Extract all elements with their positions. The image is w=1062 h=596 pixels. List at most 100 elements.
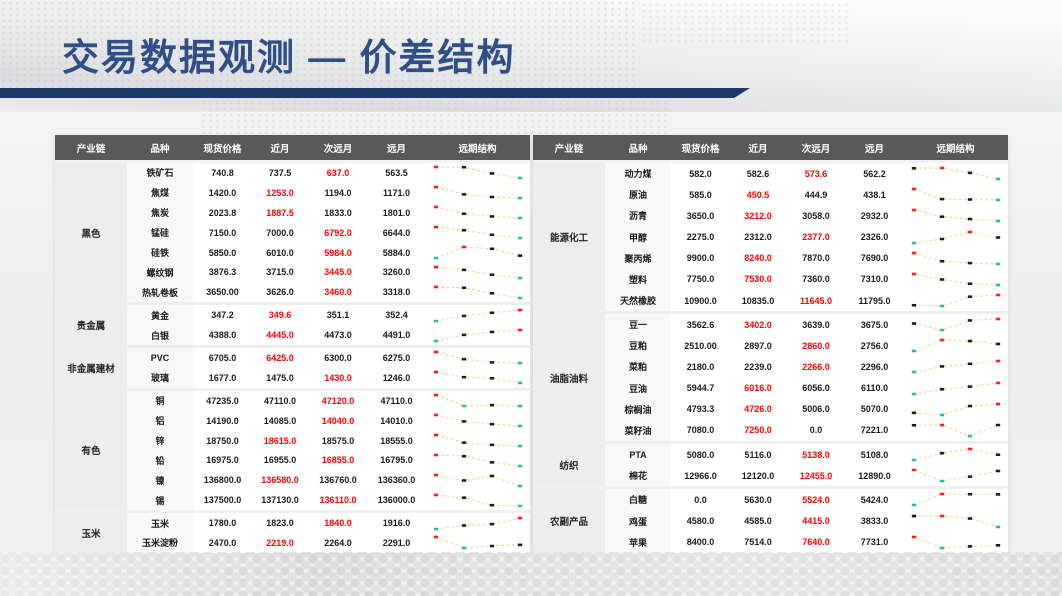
variety-label: 铝	[127, 410, 193, 431]
price-value: 0.0	[786, 419, 846, 442]
forward-curve-sparkline	[433, 186, 522, 200]
variety-label: 豆粕	[605, 335, 671, 357]
dot-map-pattern	[640, 2, 850, 44]
table-body: 能源化工 动力煤 582.0 582.6 573.6 562.2 原油 585.0 450.5 4…	[533, 160, 1008, 553]
variety-label: 玉米淀粉	[127, 533, 193, 553]
price-value: 5080.0	[671, 444, 730, 466]
price-value: 1171.0	[368, 182, 425, 203]
price-value: 3675.0	[846, 314, 903, 336]
price-value: 12455.0	[786, 465, 846, 487]
price-value: 2266.0	[786, 356, 846, 378]
hexagon-pattern-fade	[0, 552, 1062, 596]
price-value: 7150.0	[193, 222, 252, 243]
forward-structure-cell	[425, 305, 530, 326]
price-value: 3260.0	[368, 262, 425, 283]
price-value: 3058.0	[786, 205, 846, 227]
variety-label: 白银	[127, 325, 193, 346]
forward-curve-sparkline	[433, 433, 522, 448]
price-value: 4793.3	[671, 398, 730, 420]
forward-curve-sparkline	[433, 493, 522, 507]
forward-curve-sparkline	[433, 265, 522, 280]
price-value: 14085.0	[252, 410, 308, 431]
price-value: 6016.0	[730, 377, 786, 399]
forward-structure-cell	[425, 222, 530, 243]
price-value: 5424.0	[846, 489, 903, 511]
price-value: 1780.0	[193, 513, 252, 534]
variety-label: 硅铁	[127, 242, 193, 263]
price-value: 2932.0	[846, 205, 903, 227]
price-value: 5138.0	[786, 444, 846, 466]
forward-curve-sparkline	[433, 245, 522, 260]
variety-label: 沥青	[605, 205, 671, 227]
price-value: 573.6	[786, 163, 846, 185]
price-value: 12966.0	[671, 465, 730, 487]
price-value: 737.5	[252, 163, 308, 183]
price-value: 1840.0	[308, 513, 368, 534]
price-value: 1430.0	[308, 367, 368, 388]
price-value: 5006.0	[786, 398, 846, 420]
forward-curve-sparkline	[911, 514, 1000, 528]
price-value: 16855.0	[308, 450, 368, 471]
forward-curve-sparkline	[911, 535, 1000, 550]
price-value: 47110.0	[252, 390, 308, 411]
price-value: 10835.0	[730, 289, 786, 312]
price-value: 563.5	[368, 163, 425, 183]
price-value: 5070.0	[846, 398, 903, 420]
forward-curve-sparkline	[433, 225, 522, 240]
forward-structure-cell	[425, 470, 530, 491]
price-value: 3626.0	[252, 282, 308, 303]
price-value: 5630.0	[730, 489, 786, 511]
variety-label: 天然橡胶	[605, 289, 671, 312]
forward-structure-cell	[903, 184, 1008, 206]
forward-structure-cell	[425, 410, 530, 431]
price-value: 2239.0	[730, 356, 786, 378]
chain-group: 能源化工 动力煤 582.0 582.6 573.6 562.2 原油 585.0 450.5 4…	[533, 163, 1008, 312]
price-value: 12120.0	[730, 465, 786, 487]
forward-structure-cell	[425, 202, 530, 223]
price-value: 16955.0	[252, 450, 308, 471]
price-value: 47110.0	[368, 390, 425, 411]
price-value: 3650.00	[193, 282, 252, 303]
price-value: 4388.0	[193, 325, 252, 346]
price-value: 5850.0	[193, 242, 252, 263]
price-value: 3833.0	[846, 510, 903, 532]
chain-label: 有色	[55, 390, 127, 511]
price-value: 349.6	[252, 305, 308, 326]
price-value: 16975.0	[193, 450, 252, 471]
page-title: 交易数据观测 — 价差结构	[62, 37, 516, 78]
forward-curve-sparkline	[911, 402, 1000, 417]
forward-curve-sparkline	[433, 308, 522, 322]
price-value: 12890.0	[846, 465, 903, 487]
variety-label: 铅	[127, 450, 193, 471]
column-header: 产业链	[76, 143, 106, 155]
price-value: 2291.0	[368, 533, 425, 553]
price-value: 7250.0	[730, 419, 786, 442]
price-value: 1887.5	[252, 202, 308, 223]
forward-structure-cell	[425, 490, 530, 511]
price-value: 136580.0	[252, 470, 308, 491]
price-value: 0.0	[671, 489, 730, 511]
price-value: 2264.0	[308, 533, 368, 553]
price-value: 585.0	[671, 184, 730, 206]
forward-curve-sparkline	[911, 423, 1000, 438]
forward-curve-sparkline	[433, 473, 522, 488]
forward-curve-sparkline	[911, 166, 1000, 181]
chain-group: 油脂油料 豆一 3562.6 3402.0 3639.0 3675.0 豆粕 2510.00 2…	[533, 314, 1008, 442]
price-value: 5108.0	[846, 444, 903, 466]
price-value: 6792.0	[308, 222, 368, 243]
price-value: 136000.0	[368, 490, 425, 511]
price-value: 1801.0	[368, 202, 425, 223]
price-value: 4580.0	[671, 510, 730, 532]
price-value: 582.0	[671, 163, 730, 185]
variety-label: 苹果	[605, 531, 671, 553]
chain-label: 能源化工	[533, 163, 605, 312]
forward-curve-sparkline	[433, 351, 522, 365]
forward-curve-sparkline	[433, 166, 522, 180]
variety-label: 焦煤	[127, 182, 193, 203]
price-value: 3715.0	[252, 262, 308, 283]
forward-curve-sparkline	[911, 493, 1000, 507]
price-value: 18575.0	[308, 430, 368, 451]
forward-structure-cell	[425, 182, 530, 203]
forward-curve-sparkline	[911, 251, 1000, 266]
